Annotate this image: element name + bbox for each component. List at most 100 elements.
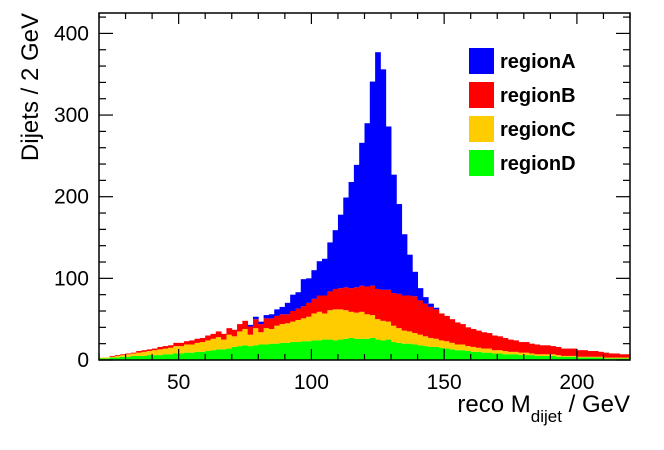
legend-label-regionB: regionB (500, 85, 576, 107)
bar-regionD (422, 346, 429, 360)
bar-regionA (306, 278, 312, 303)
bar-regionB (136, 351, 142, 353)
bar-regionD (619, 358, 626, 360)
bar-regionD (444, 348, 450, 360)
bar-regionC (343, 310, 349, 339)
bar-regionD (375, 339, 381, 360)
bar-regionD (518, 355, 525, 360)
bar-regionB (252, 319, 259, 329)
bar-regionA (369, 81, 376, 286)
bar-regionC (210, 338, 217, 351)
bar-regionB (422, 303, 429, 337)
bar-regionD (311, 340, 318, 360)
bar-regionD (412, 344, 418, 360)
bar-regionD (268, 343, 275, 360)
bar-regionD (247, 346, 254, 360)
bar-regionC (486, 348, 493, 353)
bar-regionD (454, 350, 461, 360)
bar-regionB (322, 295, 328, 314)
bar-regionA (258, 321, 265, 325)
bar-regionB (130, 352, 137, 354)
bar-regionC (518, 352, 525, 356)
bar-regionD (582, 357, 588, 360)
bar-regionD (141, 355, 148, 360)
bar-regionD (152, 355, 158, 360)
bar-regionD (380, 340, 387, 360)
x-tick-label: 200 (559, 371, 594, 394)
bar-regionB (592, 351, 599, 357)
bar-regionD (125, 356, 132, 360)
bar-regionC (560, 355, 567, 357)
bar-regionD (550, 355, 557, 360)
bar-regionB (316, 295, 323, 312)
bar-regionC (130, 353, 137, 356)
bar-regionD (316, 340, 323, 360)
bar-regionB (242, 320, 249, 329)
bar-regionC (497, 350, 503, 354)
bar-regionD (369, 337, 376, 360)
bar-regionA (268, 314, 275, 319)
bar-regionD (614, 358, 620, 360)
bar-regionB (114, 355, 121, 356)
bar-regionD (359, 338, 365, 360)
bar-regionD (523, 355, 530, 360)
bar-regionD (242, 345, 249, 360)
legend-swatch-regionB (469, 82, 494, 108)
bar-regionD (274, 343, 280, 360)
bar-regionD (460, 350, 466, 360)
bar-regionB (518, 342, 525, 353)
bar-regionC (603, 357, 610, 359)
bar-regionD (210, 350, 217, 360)
bar-regionA (348, 182, 355, 289)
bar-regionB (513, 340, 519, 352)
bar-regionB (539, 345, 546, 355)
bar-regionC (369, 315, 376, 338)
bar-regionA (428, 303, 434, 307)
bar-regionD (476, 351, 482, 360)
bar-regionD (199, 351, 206, 360)
legend-label-regionA: regionA (500, 51, 576, 73)
bar-regionB (306, 302, 312, 317)
bar-regionD (258, 344, 265, 360)
bar-regionC (263, 328, 270, 345)
x-axis-title: reco Mdijet / GeV (457, 391, 630, 426)
bar-regionB (274, 315, 280, 326)
bar-regionB (460, 324, 466, 345)
bar-regionC (587, 356, 594, 358)
bar-regionB (173, 342, 180, 347)
bar-regionC (364, 314, 371, 339)
bar-regionD (497, 353, 503, 360)
bar-regionC (582, 356, 588, 358)
bar-regionB (444, 315, 450, 342)
bar-regionD (406, 343, 413, 360)
x-axis-title-main: reco M (457, 391, 530, 418)
bar-regionC (481, 348, 488, 353)
bar-regionD (279, 342, 286, 360)
bar-regionB (183, 341, 190, 345)
bar-regionB (237, 324, 243, 332)
bar-regionC (168, 347, 174, 355)
bar-regionC (252, 328, 259, 346)
bar-regionC (215, 337, 222, 350)
bar-regionC (157, 349, 164, 356)
bar-regionB (603, 352, 610, 358)
bar-regionD (592, 357, 599, 360)
bar-regionA (290, 294, 296, 312)
bar-regionD (545, 355, 551, 360)
bar-regionA (391, 174, 397, 294)
bar-regionB (332, 288, 339, 310)
bar-regionC (295, 319, 302, 343)
bar-regionB (178, 342, 185, 347)
bar-regionC (353, 312, 360, 339)
y-tick-label: 400 (54, 22, 89, 45)
bar-regionB (560, 348, 567, 356)
bar-regionD (99, 358, 105, 360)
bar-regionA (412, 271, 418, 297)
bar-regionC (422, 336, 429, 347)
bar-regionC (359, 311, 365, 339)
bar-regionD (237, 346, 243, 360)
bar-regionB (624, 354, 631, 358)
bar-regionD (486, 352, 493, 360)
bar-regionC (146, 351, 153, 356)
bar-regionC (247, 334, 254, 347)
